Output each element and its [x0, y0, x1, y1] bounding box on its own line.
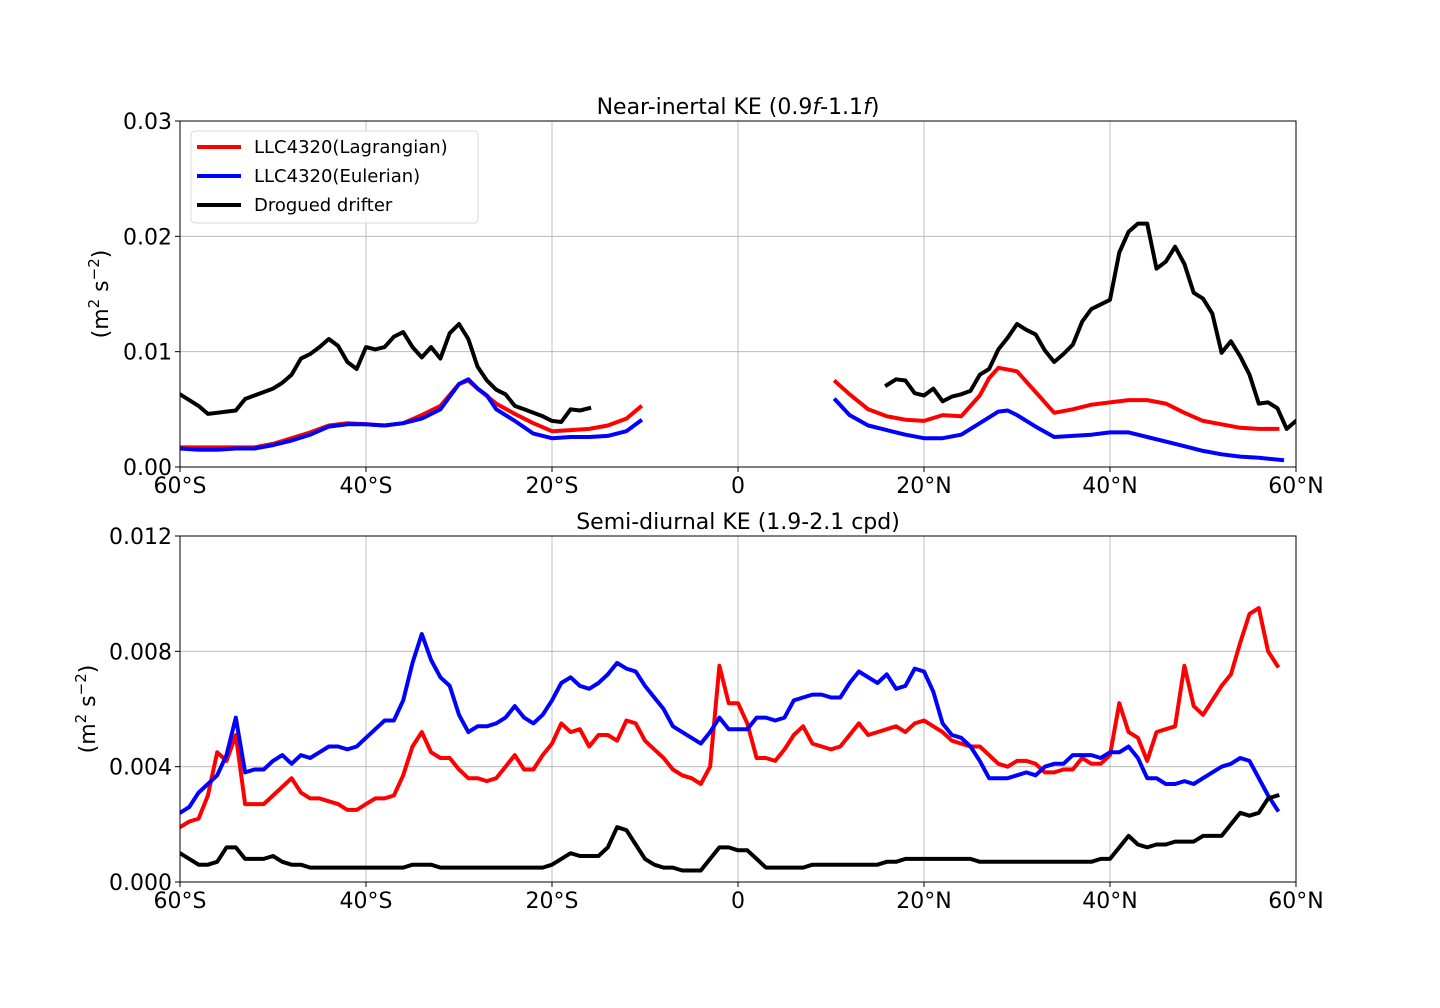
series-line: [832, 365, 1280, 431]
chart-title: Near-inertal KE (0.9f-1.1f): [597, 95, 880, 120]
legend-label: LLC4320(Eulerian): [254, 166, 420, 187]
series-line: [884, 221, 1296, 431]
y-tick-label: 0.004: [109, 756, 172, 781]
x-tick-label: 0: [731, 474, 745, 499]
y-tick-label: 0.02: [123, 225, 172, 250]
x-tick-label: 20°N: [896, 889, 951, 914]
x-tick-label: 60°N: [1268, 889, 1323, 914]
x-tick-label: 20°N: [896, 474, 951, 499]
x-tick-label: 60°N: [1268, 474, 1323, 499]
near-inertial-panel: 60°S 40°S 20°S 0 20°N 40°N 60°N 0.00 0.01 0.02 0.0…: [85, 95, 1324, 499]
y-axis-label: (m2 s−2): [85, 250, 114, 339]
y-tick-label: 0.012: [109, 525, 172, 550]
x-tick-label: 60°S: [154, 889, 207, 914]
chart-title: Semi-diurnal KE (1.9-2.1 cpd): [576, 510, 900, 535]
series-llc4320-lagrangian-: [180, 606, 1281, 830]
x-tick-label: 40°S: [340, 474, 393, 499]
y-tick-label: 0.008: [109, 640, 172, 665]
legend-label: LLC4320(Lagrangian): [254, 137, 448, 158]
y-axis-label: (m2 s−2): [72, 665, 101, 754]
series-line: [180, 322, 592, 424]
y-tick-label: 0.000: [109, 871, 172, 896]
y-tick-label: 0.03: [123, 110, 172, 135]
x-tick-label: 0: [731, 889, 745, 914]
series-drogued-drifter: [180, 792, 1280, 873]
series-line: [180, 606, 1281, 830]
y-tick-label: 0.01: [123, 341, 172, 366]
semi-diurnal-panel: 60°S 40°S 20°S 0 20°N 40°N 60°N 0.000 0.004 0.008…: [72, 510, 1324, 914]
x-tick-label: 40°N: [1082, 889, 1137, 914]
legend: LLC4320(Lagrangian) LLC4320(Eulerian) Drog…: [190, 130, 479, 224]
x-tick-label: 40°N: [1082, 474, 1137, 499]
y-tick-label: 0.00: [123, 456, 172, 481]
series-line: [180, 377, 644, 452]
series-line: [180, 792, 1280, 873]
x-tick-label: 60°S: [154, 474, 207, 499]
x-tick-label: 20°S: [526, 474, 579, 499]
series-llc4320-eulerian-: [180, 632, 1281, 816]
legend-box: [190, 130, 479, 224]
x-tick-label: 20°S: [526, 889, 579, 914]
x-tick-label: 40°S: [340, 889, 393, 914]
series-drogued-drifter: [180, 221, 1296, 431]
series-llc4320-lagrangian-: [180, 365, 1280, 450]
series-line: [180, 632, 1281, 816]
series-llc4320-eulerian-: [180, 377, 1285, 463]
legend-label: Drogued drifter: [254, 195, 393, 216]
series-line: [832, 397, 1285, 463]
